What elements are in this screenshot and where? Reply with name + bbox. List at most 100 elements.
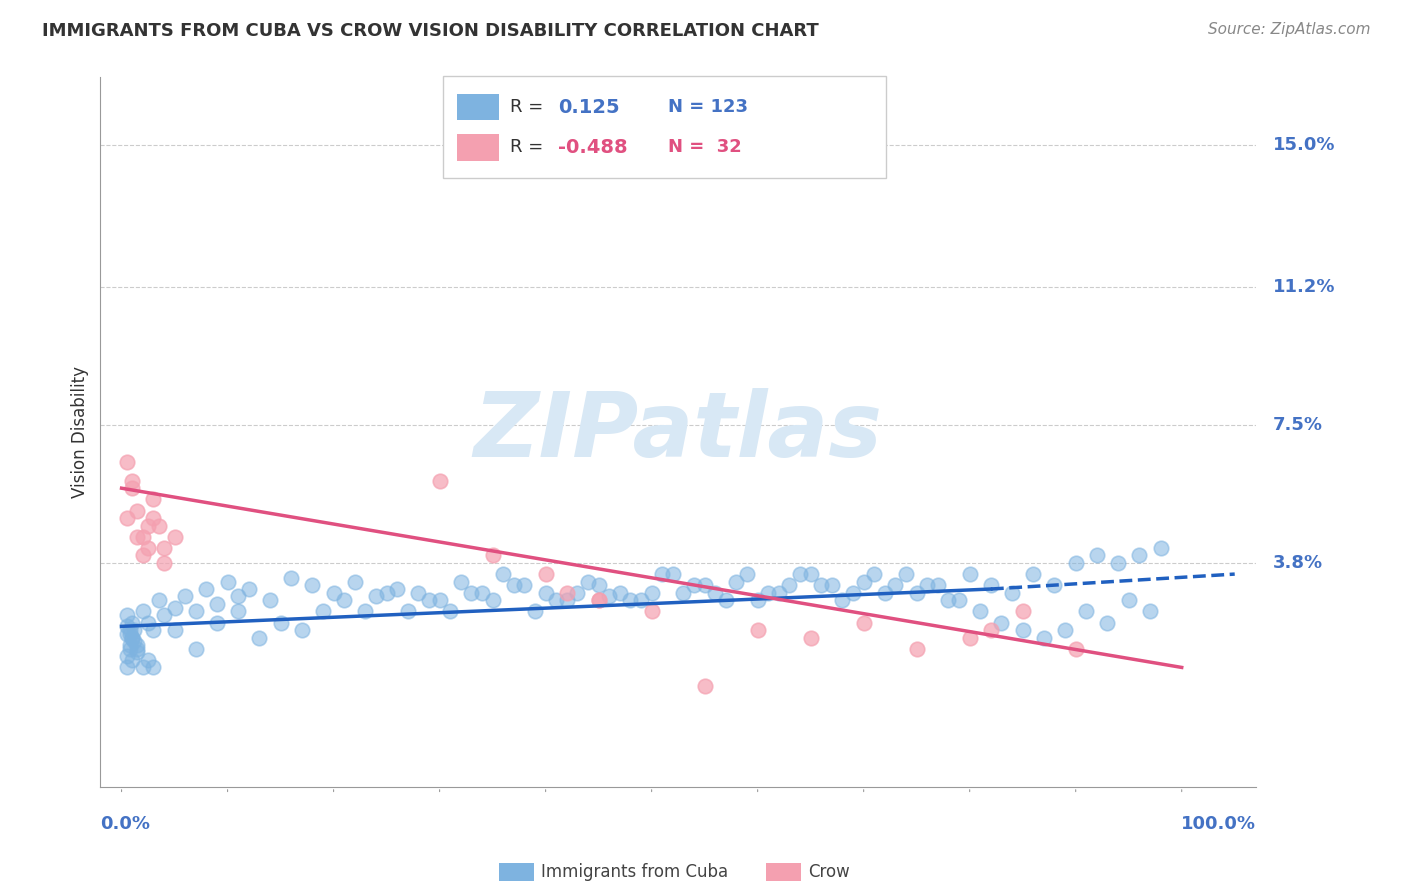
Point xyxy=(322,586,344,600)
Point xyxy=(693,679,716,693)
Point xyxy=(375,586,398,600)
Point xyxy=(555,586,578,600)
Point xyxy=(852,615,875,630)
Point xyxy=(1032,631,1054,645)
Text: ZIPatlas: ZIPatlas xyxy=(474,388,883,476)
Point xyxy=(115,660,138,674)
Point xyxy=(927,578,949,592)
Point xyxy=(153,556,176,570)
Point xyxy=(148,593,170,607)
Point xyxy=(917,578,939,592)
Point xyxy=(1022,567,1045,582)
Point xyxy=(280,571,302,585)
Point xyxy=(969,604,991,618)
Point xyxy=(184,604,207,618)
Text: 100.0%: 100.0% xyxy=(1181,815,1256,833)
Point xyxy=(354,604,377,618)
Point xyxy=(115,649,138,664)
Point xyxy=(429,474,451,488)
Point xyxy=(513,578,536,592)
Point xyxy=(136,653,159,667)
Point xyxy=(127,530,149,544)
Text: 0.125: 0.125 xyxy=(558,97,620,117)
Point xyxy=(132,549,155,563)
Point xyxy=(124,634,146,648)
Point xyxy=(205,615,228,630)
Point xyxy=(714,593,737,607)
Point xyxy=(396,604,419,618)
Point xyxy=(810,578,832,592)
Point xyxy=(789,567,811,582)
Text: 11.2%: 11.2% xyxy=(1274,277,1336,295)
Text: -0.488: -0.488 xyxy=(558,137,628,157)
Point xyxy=(115,619,138,633)
Point xyxy=(768,586,790,600)
Point xyxy=(238,582,260,596)
Point xyxy=(291,623,314,637)
Point xyxy=(1139,604,1161,618)
Text: R =: R = xyxy=(510,98,550,116)
Point xyxy=(704,586,727,600)
Point xyxy=(640,604,662,618)
Point xyxy=(195,582,218,596)
Point xyxy=(640,586,662,600)
Point xyxy=(312,604,335,618)
Point xyxy=(534,567,557,582)
Point xyxy=(630,593,652,607)
Text: 15.0%: 15.0% xyxy=(1274,136,1336,153)
Point xyxy=(450,574,472,589)
Point xyxy=(132,660,155,674)
Point xyxy=(662,567,685,582)
Point xyxy=(115,455,138,469)
Point xyxy=(756,586,779,600)
Text: Immigrants from Cuba: Immigrants from Cuba xyxy=(541,863,728,881)
Point xyxy=(408,586,430,600)
Point xyxy=(651,567,673,582)
Point xyxy=(471,586,494,600)
Point xyxy=(619,593,641,607)
Point xyxy=(115,511,138,525)
Point xyxy=(747,593,769,607)
Point xyxy=(148,518,170,533)
Point xyxy=(121,474,143,488)
Text: N = 123: N = 123 xyxy=(668,98,748,116)
Point xyxy=(492,567,515,582)
Point xyxy=(429,593,451,607)
Point xyxy=(121,481,143,495)
Point xyxy=(333,593,356,607)
Text: Source: ZipAtlas.com: Source: ZipAtlas.com xyxy=(1208,22,1371,37)
Point xyxy=(118,627,141,641)
Point xyxy=(598,590,620,604)
Point xyxy=(980,578,1002,592)
Point xyxy=(132,604,155,618)
Point xyxy=(821,578,844,592)
Point xyxy=(174,590,197,604)
Point xyxy=(567,586,589,600)
Point xyxy=(121,631,143,645)
Point xyxy=(546,593,568,607)
Point xyxy=(502,578,524,592)
Point xyxy=(588,593,610,607)
Point xyxy=(364,590,387,604)
Point xyxy=(534,586,557,600)
Point xyxy=(1064,556,1087,570)
Text: N =  32: N = 32 xyxy=(668,138,741,156)
Point xyxy=(672,586,695,600)
Point xyxy=(778,578,800,592)
Point xyxy=(142,492,165,507)
Point xyxy=(905,586,928,600)
Point xyxy=(121,615,143,630)
Point xyxy=(385,582,408,596)
Point xyxy=(1149,541,1171,555)
Point xyxy=(747,623,769,637)
Text: IMMIGRANTS FROM CUBA VS CROW VISION DISABILITY CORRELATION CHART: IMMIGRANTS FROM CUBA VS CROW VISION DISA… xyxy=(42,22,818,40)
Point xyxy=(343,574,366,589)
Point xyxy=(481,593,503,607)
Point xyxy=(905,641,928,656)
Point xyxy=(163,600,186,615)
Point xyxy=(1064,641,1087,656)
Point xyxy=(831,593,853,607)
Point xyxy=(118,623,141,637)
Point xyxy=(205,597,228,611)
Point xyxy=(153,541,176,555)
